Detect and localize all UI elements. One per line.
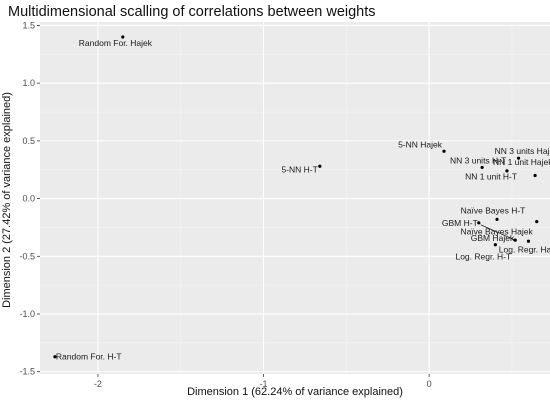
label-log-regr-hajek: Log. Regr. Hajek bbox=[499, 244, 550, 254]
point-5-nn-h-t bbox=[318, 164, 322, 168]
label-random-for-h-t: Random For. H-T bbox=[56, 352, 122, 362]
y-axis-label-text: Dimension 2 (27.42% of variance explaine… bbox=[1, 92, 13, 308]
label-nn-1-unit-h-t: NN 1 unit H-T bbox=[465, 171, 517, 181]
label-nn-3-units-h-t: NN 3 units H-T bbox=[450, 155, 506, 165]
label-nn-1-unit-hajek: NN 1 unit Hajek bbox=[493, 157, 550, 167]
label-leader-lines bbox=[480, 224, 516, 241]
leader-line bbox=[480, 224, 516, 241]
label-random-for-hajek: Random For. Hajek bbox=[79, 38, 153, 48]
label-na-ve-bayes-hajek: Naïve Bayes Hajek bbox=[460, 227, 533, 237]
major-grid bbox=[40, 22, 550, 374]
point-gbm-h-t bbox=[477, 221, 481, 225]
x-tick-label: -2 bbox=[94, 379, 102, 389]
point-random-for-h-t bbox=[53, 355, 57, 359]
x-tick-label: 0 bbox=[427, 379, 432, 389]
y-tick-label: -1.0 bbox=[19, 309, 35, 319]
point-nn-1-unit-hajek bbox=[505, 169, 509, 173]
point-log-regr-h-t bbox=[493, 243, 497, 247]
label-log-regr-h-t: Log. Regr. H-T bbox=[455, 252, 511, 262]
x-tick-label: -1 bbox=[260, 379, 268, 389]
y-tick-label: 0.5 bbox=[22, 136, 35, 146]
label-gbm-hajek: GBM Hajek bbox=[471, 233, 515, 243]
point-5-nn-hajek bbox=[442, 149, 446, 153]
point-nn-1-unit-h-t bbox=[533, 173, 537, 178]
y-tick-label: 1.0 bbox=[22, 78, 35, 88]
label-5-nn-h-t: 5-NN H-T bbox=[281, 164, 317, 174]
point-random-for-hajek bbox=[121, 35, 125, 39]
point-na-ve-bayes-h-t bbox=[495, 217, 499, 221]
point-labels: Random For. Hajek Random For. H-T 5-NN H-T… bbox=[56, 38, 550, 362]
label-5-nn-hajek: 5-NN Hajek bbox=[398, 139, 443, 149]
chart-title: Multidimensional scalling of correlation… bbox=[8, 4, 376, 20]
point-nn-3-units-hajek bbox=[516, 156, 521, 160]
y-tick-label: 1.5 bbox=[22, 20, 35, 30]
data-points bbox=[53, 35, 539, 359]
label-gbm-h-t: GBM H-T bbox=[442, 218, 478, 228]
plot-panel bbox=[40, 22, 550, 374]
y-tick-label: -1.5 bbox=[19, 367, 35, 377]
y-tick-label: -0.5 bbox=[19, 251, 35, 261]
point-gbm-hajek bbox=[513, 238, 517, 242]
y-tick-label: 0.0 bbox=[22, 194, 35, 204]
point-nn-3-units-h-t bbox=[480, 165, 484, 170]
point-na-ve-bayes-hajek bbox=[535, 220, 539, 224]
label-nn-3-units-hajek: NN 3 units Hajek bbox=[495, 146, 550, 156]
minor-grid bbox=[40, 22, 550, 374]
label-na-ve-bayes-h-t: Naïve Bayes H-T bbox=[461, 205, 526, 215]
axis-ticks: -2 -1 0 -1.5 -1.0 -0.5 0.0 0.5 1.0 1.5 bbox=[19, 20, 431, 389]
x-axis-label: Dimension 1 (62.24% of variance explaine… bbox=[187, 386, 403, 398]
point-log-regr-hajek bbox=[526, 239, 531, 243]
